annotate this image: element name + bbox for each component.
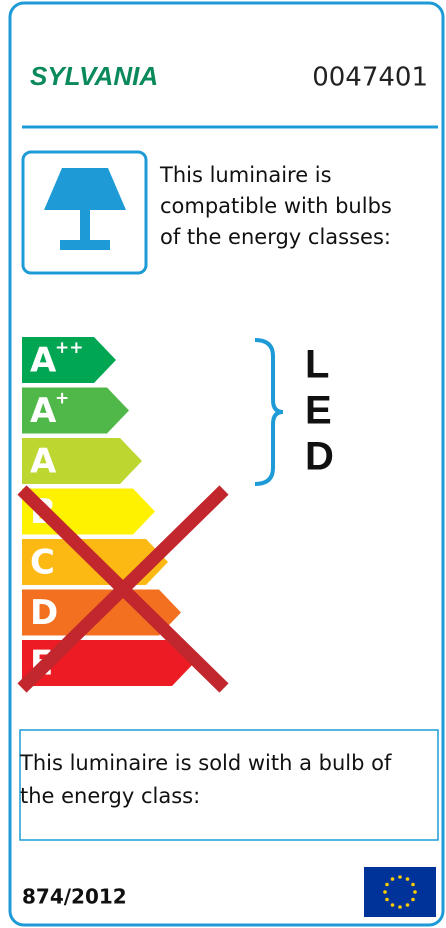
- flag-star: [390, 903, 395, 907]
- flag-star: [411, 882, 415, 887]
- sold-box: [19, 729, 439, 841]
- sold-line: the energy class:: [20, 784, 200, 808]
- class-arrow: [22, 387, 129, 434]
- led-letter: L: [305, 343, 329, 387]
- flag-star: [398, 905, 402, 909]
- flag-star: [390, 877, 395, 881]
- class-letter: D: [30, 593, 58, 633]
- flag-star: [383, 890, 387, 894]
- flag-star: [411, 897, 415, 902]
- flag-star: [398, 875, 402, 879]
- sold-line: This luminaire is sold with a bulb of: [19, 751, 392, 775]
- class-letter: A: [30, 341, 57, 381]
- cross: [17, 485, 229, 693]
- brace: [254, 338, 284, 486]
- class-letter: C: [30, 543, 55, 583]
- led-letters: LED: [305, 343, 334, 479]
- class-arrow: [22, 438, 142, 484]
- flag-star: [405, 903, 410, 907]
- compat-line: This luminaire is: [159, 163, 332, 187]
- class-letter: A: [30, 391, 57, 431]
- led-letter: E: [305, 389, 332, 433]
- flag-star: [405, 877, 410, 881]
- compat-line: compatible with bulbs: [160, 194, 392, 218]
- class-sup: +: [55, 389, 69, 409]
- flag-star: [385, 897, 389, 902]
- regulation: 874/2012: [22, 885, 127, 909]
- lamp-icon: [21, 150, 148, 275]
- class-arrow: [22, 337, 116, 383]
- frame: [8, 1, 445, 927]
- sold-text: This luminaire is sold with a bulb of the…: [19, 751, 392, 808]
- class-letter: A: [30, 442, 57, 482]
- class-sup: ++: [55, 338, 84, 358]
- compat-line: of the energy classes:: [160, 225, 391, 249]
- brand: SYLVANIA: [30, 61, 158, 91]
- led-letter: D: [305, 435, 334, 479]
- flag-star: [413, 890, 417, 894]
- eu-flag: [364, 867, 436, 917]
- compatibility-text: This luminaire is compatible with bulbs of…: [159, 163, 392, 249]
- product-code: 0047401: [312, 63, 428, 93]
- flag-star: [385, 882, 389, 887]
